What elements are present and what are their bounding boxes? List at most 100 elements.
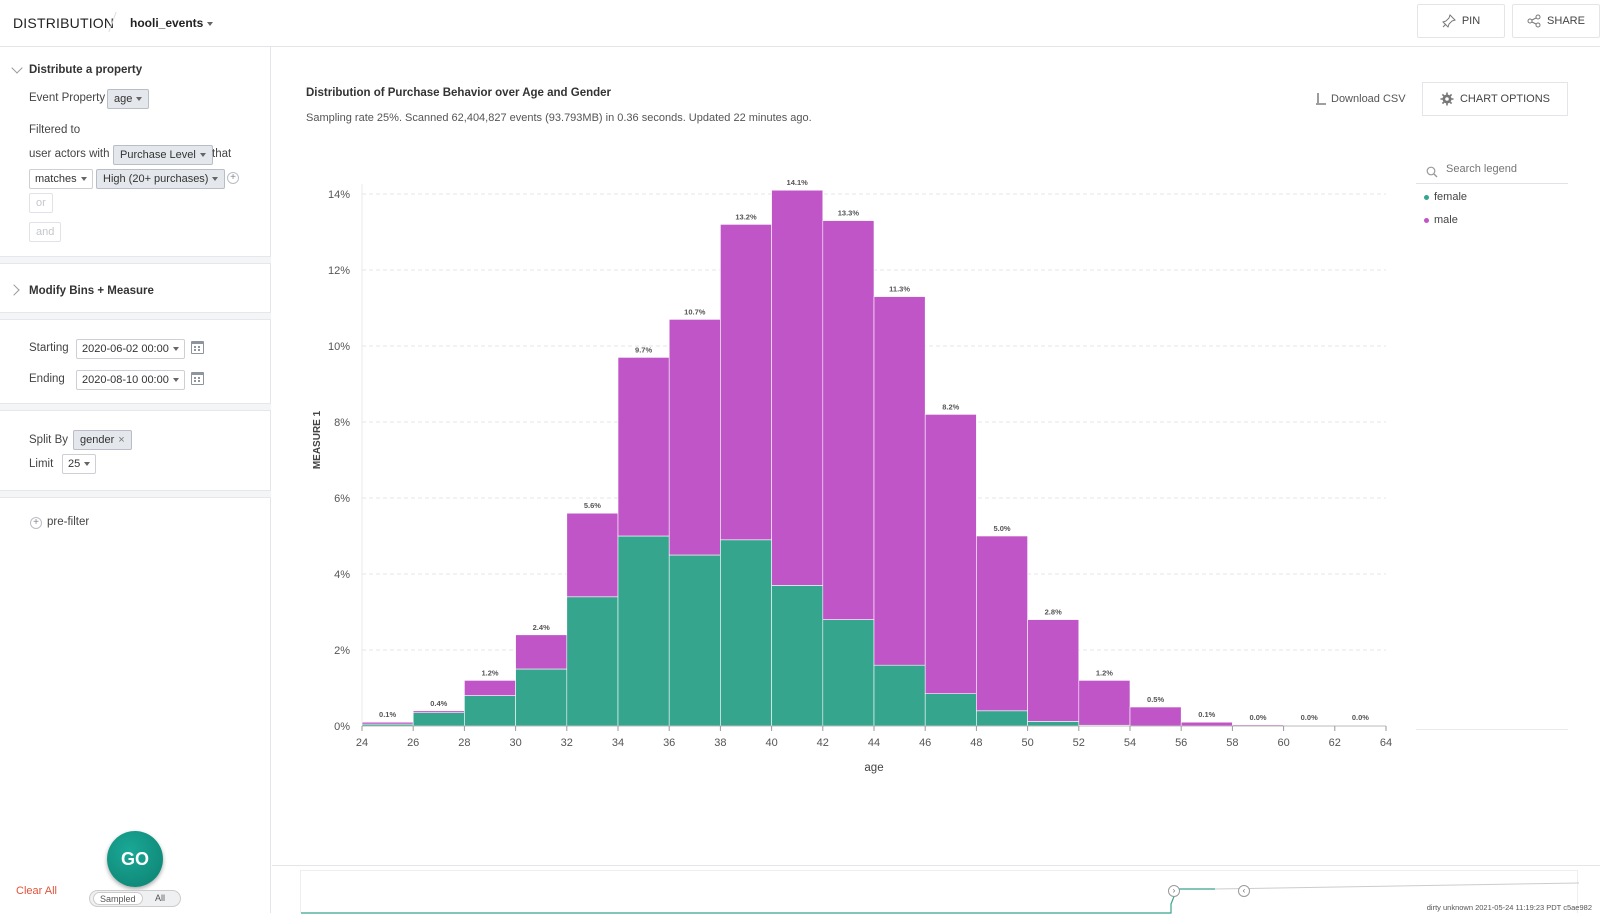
y-tick-label: 2% — [334, 645, 350, 657]
x-tick-label: 50 — [1021, 737, 1033, 749]
x-tick-label: 44 — [868, 737, 880, 749]
event-property-label: Event Property — [29, 92, 106, 104]
timeline-range-end-handle[interactable]: ‹ — [1238, 885, 1250, 897]
chevron-down-icon — [136, 97, 143, 102]
ending-date-value: 2020-08-10 00:00 — [82, 374, 169, 386]
bar-total-label: 10.7% — [684, 307, 706, 316]
timeline-panel[interactable]: › ‹ — [300, 870, 1579, 914]
search-icon — [1426, 166, 1438, 178]
x-axis-label: age — [864, 762, 883, 774]
starting-date-value: 2020-06-02 00:00 — [82, 343, 169, 355]
legend-item-male[interactable]: male — [1424, 214, 1458, 226]
x-tick-label: 24 — [356, 737, 368, 749]
event-property-select[interactable]: age — [107, 89, 150, 109]
or-button[interactable]: or — [29, 193, 53, 213]
that-label: that — [212, 148, 232, 160]
legend-male-swatch — [1424, 217, 1429, 223]
legend-female-swatch — [1424, 194, 1429, 200]
prefilter-link[interactable]: pre-filter — [47, 516, 90, 528]
chevron-down-icon — [199, 153, 206, 158]
bar-total-label: 2.8% — [1045, 608, 1062, 617]
bar-male — [617, 357, 670, 537]
legend-item-female[interactable]: female — [1424, 191, 1467, 203]
clear-all-button[interactable]: Clear All — [16, 885, 57, 897]
share-icon — [1527, 14, 1541, 28]
x-tick-label: 38 — [714, 737, 726, 749]
add-filter-icon[interactable]: + — [227, 172, 239, 184]
bar-female — [1078, 724, 1131, 727]
bar-male — [873, 296, 926, 666]
bar-total-label: 13.2% — [735, 212, 757, 221]
bar-total-label: 0.0% — [1249, 713, 1266, 722]
bar-male — [1027, 619, 1080, 722]
bar-male — [1232, 724, 1284, 727]
sampling-info: Sampling rate 25%. Scanned 62,404,827 ev… — [306, 112, 812, 124]
bar-total-label: 0.0% — [1352, 713, 1369, 722]
filter-operator-select[interactable]: matches — [29, 169, 93, 189]
x-tick-label: 52 — [1073, 737, 1085, 749]
starting-date-select[interactable]: 2020-06-02 00:00 — [76, 339, 185, 359]
section-modify-bins-title[interactable]: Modify Bins + Measure — [29, 285, 154, 297]
ending-label: Ending — [29, 373, 65, 385]
download-csv-link[interactable]: Download CSV — [1316, 93, 1406, 105]
add-prefilter-icon[interactable]: + — [30, 517, 42, 529]
bar-male — [1180, 721, 1233, 727]
all-option[interactable]: All — [155, 893, 166, 903]
bar-male — [361, 721, 414, 725]
bar-male — [822, 220, 875, 620]
bar-total-label: 1.2% — [481, 668, 498, 677]
x-tick-label: 46 — [919, 737, 931, 749]
bar-total-label: 13.3% — [838, 209, 860, 218]
bar-total-label: 8.2% — [942, 402, 959, 411]
bar-total-label: 2.4% — [533, 623, 550, 632]
bar-female — [976, 710, 1028, 727]
limit-select[interactable]: 25 — [62, 454, 97, 474]
bar-male — [720, 224, 772, 541]
bar-total-label: 5.6% — [584, 501, 601, 510]
filter-property-select[interactable]: Purchase Level — [113, 145, 213, 165]
bar-female — [873, 664, 926, 727]
legend-search[interactable] — [1416, 160, 1568, 184]
pin-button[interactable]: PIN — [1417, 4, 1505, 38]
bar-total-label: 0.5% — [1147, 695, 1164, 704]
chevron-down-icon — [207, 21, 214, 26]
bar-male — [1078, 680, 1131, 726]
x-tick-label: 56 — [1175, 737, 1187, 749]
split-by-label: Split By — [29, 434, 68, 446]
x-tick-label: 60 — [1277, 737, 1289, 749]
y-tick-label: 14% — [328, 189, 350, 201]
gear-icon — [1440, 92, 1454, 106]
x-tick-label: 62 — [1329, 737, 1341, 749]
legend-search-input[interactable] — [1444, 162, 1564, 176]
top-bar: DISTRIBUTION hooli_events PIN SHARE — [0, 0, 1600, 47]
chart-options-button[interactable]: CHART OPTIONS — [1422, 82, 1568, 116]
go-button[interactable]: GO — [107, 831, 163, 887]
ending-date-select[interactable]: 2020-08-10 00:00 — [76, 370, 185, 390]
split-by-chip[interactable]: gender × — [73, 430, 132, 450]
section-distribute-title[interactable]: Distribute a property — [29, 64, 143, 76]
sampling-toggle[interactable]: Sampled All — [89, 890, 181, 907]
bar-female — [822, 619, 875, 727]
pin-icon — [1441, 14, 1456, 28]
filter-value-select[interactable]: High (20+ purchases) — [96, 169, 226, 189]
section-divider — [0, 312, 271, 320]
calendar-icon[interactable] — [191, 372, 204, 385]
dataset-selector[interactable]: hooli_events — [130, 16, 214, 30]
x-tick-label: 32 — [561, 737, 573, 749]
and-button[interactable]: and — [29, 222, 62, 242]
bar-total-label: 11.3% — [889, 285, 910, 294]
remove-chip-icon[interactable]: × — [118, 434, 125, 446]
x-tick-label: 40 — [765, 737, 777, 749]
filtered-to-label: Filtered to — [29, 124, 81, 136]
bar-female — [464, 695, 516, 727]
x-tick-label: 30 — [509, 737, 521, 749]
sampled-option[interactable]: Sampled — [93, 892, 143, 905]
calendar-icon[interactable] — [191, 341, 204, 354]
bar-male — [924, 414, 977, 694]
app-title: DISTRIBUTION — [13, 15, 115, 31]
chevron-down-icon — [80, 177, 87, 182]
share-button[interactable]: SHARE — [1512, 4, 1600, 38]
timeline-range-start-handle[interactable]: › — [1168, 885, 1180, 897]
bar-male — [412, 710, 465, 713]
chevron-down-icon — [172, 378, 179, 383]
